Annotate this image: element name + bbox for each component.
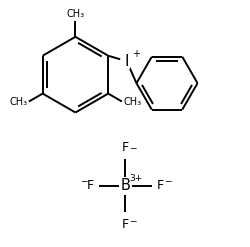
Text: 3+: 3+ bbox=[128, 174, 142, 184]
Text: −: − bbox=[163, 176, 170, 185]
Text: F: F bbox=[86, 179, 94, 192]
Text: F: F bbox=[122, 218, 128, 230]
Text: −: − bbox=[128, 217, 136, 226]
Text: −: − bbox=[128, 144, 136, 152]
Text: F: F bbox=[122, 141, 128, 154]
Text: CH₃: CH₃ bbox=[10, 97, 28, 107]
Text: I: I bbox=[124, 54, 128, 69]
Text: CH₃: CH₃ bbox=[123, 97, 141, 107]
Text: +: + bbox=[132, 49, 140, 59]
Text: F: F bbox=[156, 179, 164, 192]
Text: CH₃: CH₃ bbox=[66, 9, 84, 20]
Text: −: − bbox=[80, 176, 87, 185]
Text: B: B bbox=[120, 178, 130, 193]
